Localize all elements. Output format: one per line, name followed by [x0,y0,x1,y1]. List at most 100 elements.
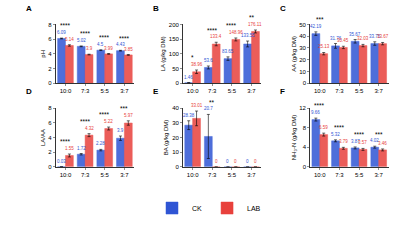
svg-text:0: 0 [303,80,307,86]
svg-text:***: *** [375,131,383,138]
svg-text:5:5: 5:5 [355,172,364,178]
svg-text:20: 20 [172,135,179,141]
svg-text:4.02: 4.02 [370,138,379,143]
svg-text:3:7: 3:7 [120,88,129,94]
svg-text:10:0: 10:0 [60,172,72,178]
svg-text:****: **** [354,131,365,138]
svg-text:9.66: 9.66 [311,110,320,115]
svg-text:**: ** [209,99,215,106]
svg-text:3:7: 3:7 [247,172,256,178]
svg-text:****: **** [314,102,325,109]
svg-text:32.03: 32.03 [357,36,369,41]
svg-text:LA (g/kg DM): LA (g/kg DM) [160,36,166,71]
svg-text:100: 100 [169,51,180,57]
svg-text:****: **** [334,124,345,131]
svg-text:5:5: 5:5 [355,88,364,94]
svg-text:4: 4 [48,135,52,141]
svg-text:10:0: 10:0 [314,172,326,178]
svg-text:A: A [26,4,32,13]
svg-text:10:0: 10:0 [60,88,72,94]
svg-text:2: 2 [48,149,52,155]
svg-text:7:3: 7:3 [81,88,90,94]
svg-text:5.32: 5.32 [331,132,340,137]
svg-text:10:0: 10:0 [187,172,199,178]
svg-text:33.67: 33.67 [377,34,389,39]
svg-text:38.96: 38.96 [191,62,203,67]
svg-text:5.22: 5.22 [104,119,113,124]
svg-text:****: **** [119,35,130,42]
svg-text:****: **** [207,27,218,34]
svg-text:3:7: 3:7 [375,172,384,178]
svg-text:7:3: 7:3 [208,172,217,178]
svg-text:BA (g/kg DM): BA (g/kg DM) [163,120,169,156]
svg-text:3:7: 3:7 [247,88,256,94]
svg-text:4.5: 4.5 [97,42,104,47]
svg-text:40: 40 [172,105,179,111]
svg-text:30: 30 [172,120,179,126]
svg-text:10: 10 [299,69,306,75]
svg-text:0: 0 [215,159,218,164]
svg-text:0: 0 [234,159,237,164]
svg-text:D: D [26,87,32,96]
svg-text:3.87: 3.87 [351,139,360,144]
svg-text:NH₃-N (g/kg DM): NH₃-N (g/kg DM) [291,115,297,160]
svg-text:4.32: 4.32 [85,126,94,131]
svg-text:0.03: 0.03 [57,159,66,164]
svg-text:LAB: LAB [247,205,261,212]
svg-text:10:0: 10:0 [314,88,326,94]
svg-text:8: 8 [303,125,307,131]
svg-text:****: **** [60,22,71,29]
svg-text:AA (g/kg DM): AA (g/kg DM) [291,36,297,72]
svg-text:3.85: 3.85 [124,47,133,52]
svg-text:10: 10 [172,149,179,155]
svg-text:40: 40 [299,33,306,39]
svg-text:33.75: 33.75 [369,34,381,39]
svg-text:31.76: 31.76 [330,36,342,41]
svg-text:10:0: 10:0 [187,88,199,94]
svg-text:53.6: 53.6 [204,58,213,63]
svg-text:4: 4 [48,51,52,57]
svg-text:0: 0 [226,159,229,164]
svg-text:6: 6 [48,36,52,42]
svg-text:***: *** [120,105,128,112]
svg-text:****: **** [99,111,110,118]
svg-text:pH: pH [40,50,46,58]
svg-text:33.01: 33.01 [191,103,203,108]
svg-text:****: **** [80,118,91,125]
svg-text:30.45: 30.45 [337,38,349,43]
svg-text:****: **** [80,30,91,37]
svg-text:7:3: 7:3 [208,88,217,94]
svg-text:5:5: 5:5 [101,88,110,94]
svg-text:150: 150 [169,36,180,42]
svg-text:3.99: 3.99 [104,46,113,51]
svg-text:4: 4 [303,144,307,150]
svg-text:0: 0 [48,80,52,86]
svg-text:7:3: 7:3 [81,172,90,178]
svg-text:5.14: 5.14 [65,37,74,42]
svg-text:****: **** [226,22,237,29]
svg-text:****: **** [60,138,71,145]
svg-text:83.65: 83.65 [222,49,234,54]
svg-text:3.46: 3.46 [378,141,387,146]
svg-text:3.79: 3.79 [339,139,348,144]
svg-text:5.02: 5.02 [77,38,86,43]
svg-text:3.57: 3.57 [358,140,367,145]
svg-text:1.72: 1.72 [77,146,86,151]
svg-text:E: E [153,87,159,96]
svg-text:133.55: 133.55 [241,33,255,38]
svg-text:35.67: 35.67 [349,32,361,37]
svg-text:50: 50 [172,66,179,72]
svg-text:25.13: 25.13 [318,44,330,49]
svg-text:LA/AA: LA/AA [40,129,46,146]
svg-text:0: 0 [175,164,179,170]
svg-text:3:7: 3:7 [375,88,384,94]
svg-text:B: B [153,4,159,13]
svg-text:0: 0 [246,159,249,164]
svg-text:0: 0 [254,159,257,164]
svg-text:CK: CK [192,205,202,212]
svg-text:1.46: 1.46 [184,75,193,80]
svg-text:**: ** [249,14,255,21]
svg-text:30: 30 [299,45,306,51]
svg-text:20.7: 20.7 [204,106,213,111]
svg-text:4.43: 4.43 [116,42,125,47]
